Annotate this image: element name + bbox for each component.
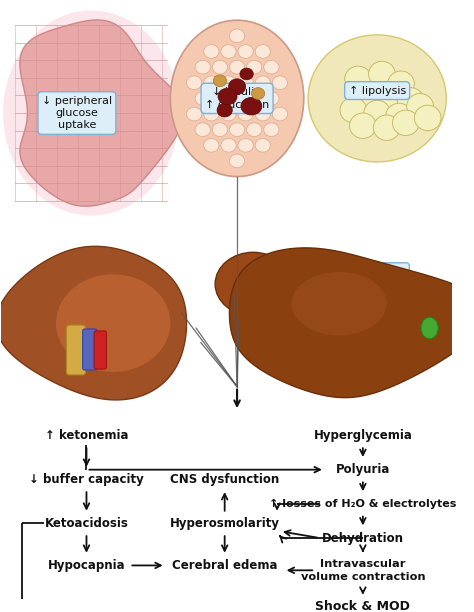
Ellipse shape — [388, 71, 414, 97]
Text: Cerebral edema: Cerebral edema — [172, 559, 277, 572]
Ellipse shape — [212, 92, 228, 105]
Ellipse shape — [187, 107, 202, 121]
Ellipse shape — [386, 103, 412, 129]
Text: CNS dysfunction: CNS dysfunction — [170, 473, 279, 486]
Ellipse shape — [392, 110, 419, 135]
Ellipse shape — [264, 61, 279, 74]
Ellipse shape — [255, 138, 271, 152]
Ellipse shape — [195, 123, 210, 136]
Ellipse shape — [264, 92, 279, 105]
Ellipse shape — [212, 123, 228, 136]
Polygon shape — [0, 246, 187, 400]
Polygon shape — [20, 20, 184, 206]
Ellipse shape — [229, 29, 245, 43]
Ellipse shape — [229, 154, 245, 168]
Ellipse shape — [345, 66, 372, 92]
Ellipse shape — [3, 10, 179, 215]
Ellipse shape — [241, 97, 262, 115]
Ellipse shape — [369, 61, 395, 87]
Text: ↑ ketone
bodies
reabsorption: ↑ ketone bodies reabsorption — [42, 294, 108, 329]
Ellipse shape — [221, 107, 236, 121]
Ellipse shape — [255, 107, 271, 121]
Ellipse shape — [349, 113, 376, 138]
Ellipse shape — [212, 61, 228, 74]
Ellipse shape — [238, 45, 253, 58]
Ellipse shape — [255, 45, 271, 58]
Ellipse shape — [213, 75, 227, 87]
Text: ↑ lipolysis: ↑ lipolysis — [348, 86, 406, 95]
Text: ↑ ketonemia: ↑ ketonemia — [45, 429, 128, 442]
Text: Shock & MOD: Shock & MOD — [315, 600, 410, 612]
Ellipse shape — [240, 68, 253, 80]
Text: Dehydration: Dehydration — [322, 532, 404, 545]
FancyBboxPatch shape — [82, 329, 97, 370]
Ellipse shape — [246, 61, 262, 74]
Ellipse shape — [229, 61, 245, 74]
Ellipse shape — [273, 107, 288, 121]
Ellipse shape — [229, 123, 245, 136]
Ellipse shape — [195, 61, 210, 74]
Ellipse shape — [354, 86, 381, 111]
Ellipse shape — [221, 76, 236, 89]
Ellipse shape — [218, 88, 237, 105]
Ellipse shape — [215, 252, 292, 316]
Text: ↓ buffer capacity: ↓ buffer capacity — [29, 473, 144, 486]
Ellipse shape — [170, 20, 304, 177]
Ellipse shape — [195, 92, 210, 105]
Polygon shape — [229, 248, 474, 398]
Text: Hyperosmolarity: Hyperosmolarity — [170, 517, 280, 530]
Ellipse shape — [251, 88, 264, 99]
Ellipse shape — [187, 76, 202, 89]
Text: ↓ renal
glucose
clearance: ↓ renal glucose clearance — [120, 294, 171, 329]
Ellipse shape — [246, 92, 262, 105]
Ellipse shape — [374, 115, 400, 140]
Ellipse shape — [308, 35, 447, 162]
Text: Hypocapnia: Hypocapnia — [48, 559, 125, 572]
FancyBboxPatch shape — [94, 331, 107, 369]
Ellipse shape — [421, 317, 438, 339]
Ellipse shape — [228, 79, 246, 94]
Text: ↓ glucolysis
↑ glycogenolysis
↑ gluconeogenesis

↑ glucose
output
Ketogenesis: ↓ glucolysis ↑ glycogenolysis ↑ gluconeo… — [310, 266, 406, 351]
Ellipse shape — [204, 45, 219, 58]
Text: Ketoacidosis: Ketoacidosis — [45, 517, 128, 530]
Text: Intravascular
volume contraction: Intravascular volume contraction — [301, 559, 425, 581]
Ellipse shape — [221, 138, 236, 152]
Ellipse shape — [364, 100, 391, 125]
Ellipse shape — [407, 94, 433, 119]
Ellipse shape — [273, 76, 288, 89]
Ellipse shape — [255, 76, 271, 89]
Ellipse shape — [56, 274, 170, 372]
Text: Polyuria: Polyuria — [336, 463, 390, 476]
Ellipse shape — [378, 84, 405, 109]
Ellipse shape — [204, 76, 219, 89]
Ellipse shape — [292, 272, 387, 335]
Ellipse shape — [397, 88, 424, 113]
Ellipse shape — [238, 138, 253, 152]
Ellipse shape — [264, 123, 279, 136]
Ellipse shape — [246, 123, 262, 136]
Text: ↓ insulin
↑ glucagon: ↓ insulin ↑ glucagon — [205, 87, 269, 110]
Ellipse shape — [204, 138, 219, 152]
Text: ↑ losses of H₂O & electrolytes: ↑ losses of H₂O & electrolytes — [269, 499, 456, 509]
FancyBboxPatch shape — [66, 325, 85, 375]
Ellipse shape — [221, 45, 236, 58]
Ellipse shape — [340, 97, 367, 123]
Text: Hyperglycemia: Hyperglycemia — [313, 429, 412, 442]
Text: ↓ peripheral
glucose
uptake: ↓ peripheral glucose uptake — [42, 95, 112, 130]
Ellipse shape — [204, 107, 219, 121]
Ellipse shape — [238, 76, 253, 89]
Ellipse shape — [217, 103, 232, 117]
Ellipse shape — [238, 107, 253, 121]
Ellipse shape — [414, 105, 441, 130]
Ellipse shape — [229, 92, 245, 105]
